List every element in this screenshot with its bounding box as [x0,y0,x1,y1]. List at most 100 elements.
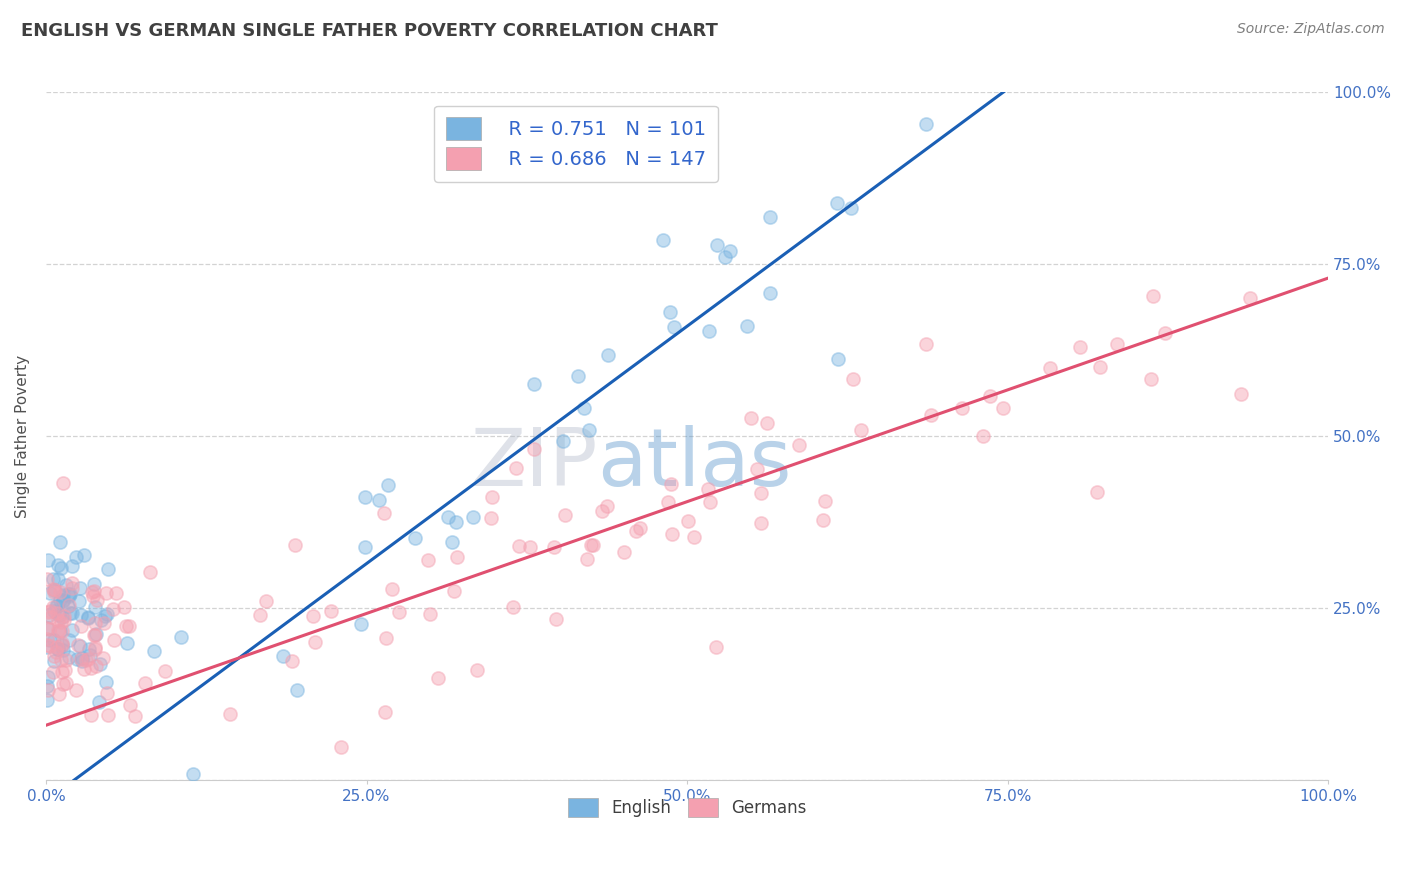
Point [52,592,75,607]
Point [554,508,576,522]
Point [94,674,117,689]
Point [628,521,651,535]
Point [1229,387,1251,401]
Point [281,654,304,668]
Point [52,643,75,657]
Point [651,233,673,247]
Point [377,478,399,492]
Point [683,530,706,544]
Point [718,244,741,259]
Point [89,695,111,709]
Point [70,607,93,622]
Text: Source: ZipAtlas.com: Source: ZipAtlas.com [1237,22,1385,37]
Point [93,616,115,631]
Point [37,553,59,567]
Point [112,599,135,614]
Point [55,676,77,690]
Point [578,423,600,437]
Point [758,210,780,224]
Point [388,605,411,619]
Point [96,686,118,700]
Point [811,513,834,527]
Text: ZIP: ZIP [470,425,598,503]
Point [56,586,79,600]
Point [354,490,377,504]
Point [94,609,117,624]
Point [42,572,65,586]
Point [51,665,73,679]
Point [271,649,294,664]
Point [249,608,271,623]
Point [350,617,373,632]
Point [72,662,94,676]
Point [419,607,441,621]
Point [374,631,396,645]
Point [659,476,682,491]
Point [567,369,589,384]
Point [59,586,82,600]
Point [96,607,118,621]
Point [134,675,156,690]
Point [65,652,87,666]
Point [44,648,66,663]
Point [60,575,83,590]
Point [46,623,69,637]
Point [42,654,65,668]
Point [285,682,308,697]
Point [48,613,70,627]
Point [49,593,72,607]
Point [256,593,278,607]
Point [48,608,70,623]
Point [219,706,242,721]
Point [69,639,91,653]
Point [465,663,488,677]
Point [991,401,1014,415]
Point [1105,337,1128,351]
Point [96,586,118,600]
Point [69,581,91,595]
Point [479,511,502,525]
Point [1140,372,1163,386]
Point [51,638,73,652]
Point [70,651,93,665]
Point [58,599,80,614]
Point [39,609,62,624]
Point [103,602,125,616]
Point [787,438,810,452]
Point [115,636,138,650]
Point [170,630,193,644]
Point [72,651,94,665]
Legend: English, Germans: English, Germans [561,791,813,823]
Point [664,319,686,334]
Point [67,594,90,608]
Point [697,325,720,339]
Point [42,604,65,618]
Point [48,688,70,702]
Point [444,515,467,529]
Point [118,698,141,712]
Point [1039,361,1062,376]
Point [950,401,973,416]
Point [706,238,728,252]
Point [90,613,112,627]
Point [55,653,77,667]
Point [972,429,994,443]
Point [66,638,89,652]
Point [58,633,80,648]
Point [42,582,65,597]
Point [544,612,567,626]
Point [825,195,848,210]
Point [115,618,138,632]
Point [53,609,76,624]
Point [51,615,73,630]
Point [440,535,463,549]
Point [330,740,353,755]
Point [77,611,100,625]
Point [60,582,83,596]
Point [51,610,73,624]
Point [84,626,107,640]
Point [915,336,938,351]
Point [37,683,59,698]
Point [418,552,440,566]
Point [714,251,737,265]
